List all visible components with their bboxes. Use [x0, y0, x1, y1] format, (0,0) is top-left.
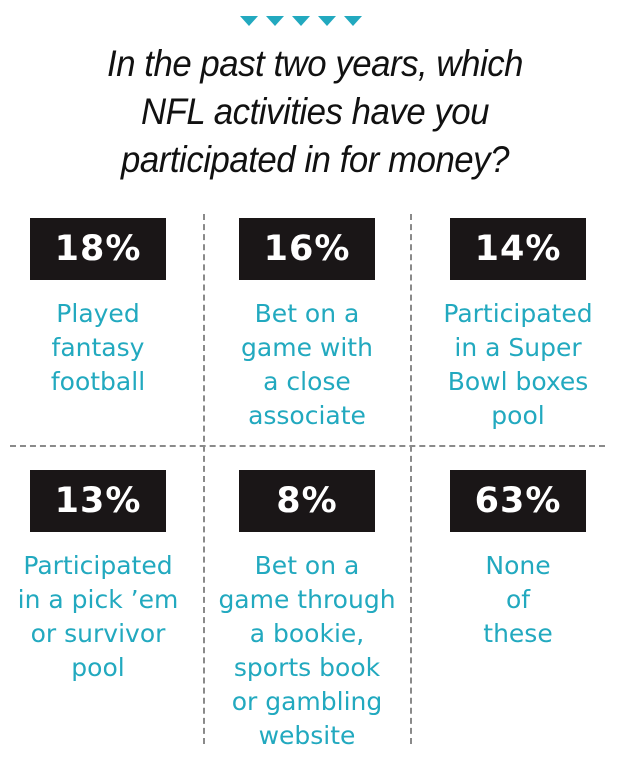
stat-label: Bet on a game with a close associate: [207, 297, 407, 433]
stat-label: Bet on a game through a bookie, sports b…: [207, 549, 407, 753]
label-line: Participated: [23, 551, 173, 580]
label-line: Bet on a: [254, 551, 360, 580]
label-line: a bookie,: [249, 619, 365, 648]
title-line: participated in for money?: [121, 139, 509, 180]
stat-cell: 63% None of these: [418, 470, 618, 651]
divider-vertical: [203, 214, 205, 744]
stat-cell: 18% Played fantasy football: [0, 218, 198, 399]
label-line: Played: [56, 299, 140, 328]
label-line: game with: [241, 333, 373, 362]
stat-label: Participated in a pick ’em or survivor p…: [0, 549, 198, 685]
label-line: in a Super: [454, 333, 582, 362]
label-line: Bet on a: [254, 299, 360, 328]
triangle-icon: [266, 16, 284, 26]
label-line: website: [258, 721, 356, 750]
title-line: In the past two years, which: [106, 43, 524, 84]
label-line: of: [505, 585, 531, 614]
triangle-icon: [318, 16, 336, 26]
stat-cell: 16% Bet on a game with a close associate: [207, 218, 407, 433]
label-line: or survivor: [30, 619, 166, 648]
label-line: pool: [71, 653, 125, 682]
divider-horizontal: [10, 445, 605, 447]
title-line: NFL activities have you: [140, 91, 490, 132]
chart-title: In the past two years, which NFL activit…: [57, 40, 574, 184]
stat-cell: 13% Participated in a pick ’em or surviv…: [0, 470, 198, 685]
triangle-icon: [292, 16, 310, 26]
percent-badge: 63%: [450, 470, 586, 532]
label-line: these: [483, 619, 553, 648]
stat-cell: 14% Participated in a Super Bowl boxes p…: [418, 218, 618, 433]
label-line: a close: [263, 367, 351, 396]
label-line: or gambling: [231, 687, 383, 716]
percent-badge: 13%: [30, 470, 166, 532]
label-line: game through: [218, 585, 396, 614]
stat-label: None of these: [418, 549, 618, 651]
stat-cell: 8% Bet on a game through a bookie, sport…: [207, 470, 407, 753]
triangle-icon: [344, 16, 362, 26]
label-line: football: [50, 367, 146, 396]
percent-badge: 8%: [239, 470, 375, 532]
stat-label: Participated in a Super Bowl boxes pool: [418, 297, 618, 433]
label-line: Bowl boxes: [447, 367, 589, 396]
label-line: in a pick ’em: [17, 585, 179, 614]
percent-badge: 16%: [239, 218, 375, 280]
label-line: Participated: [443, 299, 593, 328]
label-line: None: [485, 551, 551, 580]
label-line: pool: [491, 401, 545, 430]
divider-vertical: [410, 214, 412, 744]
percent-badge: 14%: [450, 218, 586, 280]
percent-badge: 18%: [30, 218, 166, 280]
decorative-triangles: [240, 16, 362, 26]
stat-label: Played fantasy football: [0, 297, 198, 399]
label-line: associate: [248, 401, 366, 430]
label-line: fantasy: [51, 333, 145, 362]
label-line: sports book: [233, 653, 381, 682]
triangle-icon: [240, 16, 258, 26]
